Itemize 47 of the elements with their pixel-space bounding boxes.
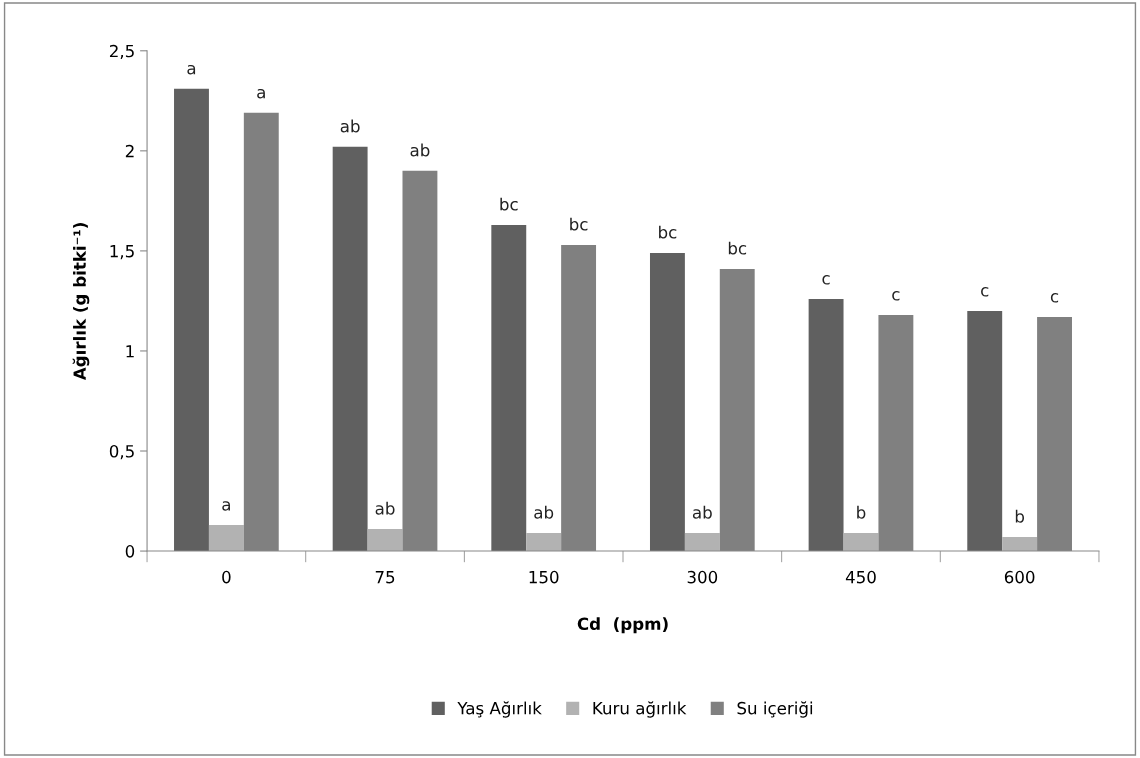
bar	[684, 533, 720, 552]
legend-label: Yaş Ağırlık	[457, 701, 542, 718]
data-label: ab	[410, 143, 430, 157]
y-tick-label: 0	[125, 545, 135, 558]
bar	[174, 88, 209, 552]
y-tick-label: 2,5	[109, 44, 134, 60]
x-tick-label: 0	[222, 570, 231, 584]
y-tick-label: 2	[125, 144, 134, 158]
data-label: b	[1015, 509, 1025, 523]
data-label: ab	[534, 505, 554, 519]
x-tick-label: 75	[375, 571, 395, 584]
data-label: ab	[340, 119, 360, 133]
x-axis-title: Cd (ppm)	[577, 617, 668, 634]
bar	[491, 224, 527, 552]
bar	[967, 310, 1003, 552]
y-tick-label: 1	[126, 345, 134, 358]
data-label: bc	[659, 225, 677, 239]
x-tick-label: 450	[845, 570, 876, 584]
data-label: a	[257, 88, 265, 99]
bar	[843, 533, 879, 552]
bar	[526, 533, 562, 552]
bar	[208, 525, 244, 552]
x-tick-label: 600	[1004, 570, 1035, 584]
legend-label: Su içeriği	[737, 701, 813, 718]
data-label: bc	[728, 241, 747, 255]
data-label: ab	[692, 505, 712, 519]
data-label: b	[857, 505, 866, 519]
bar	[808, 298, 844, 552]
data-label: c	[981, 287, 989, 297]
y-tick-label: 0,5	[109, 444, 134, 460]
y-axis-title: Ağırlık (g bitki⁻¹)	[72, 223, 90, 381]
bar	[367, 529, 403, 552]
data-label: ab	[375, 501, 395, 515]
bar	[1002, 537, 1038, 552]
data-label: a	[222, 501, 230, 511]
data-label: a	[187, 64, 196, 75]
y-tick-label: 1,5	[110, 245, 134, 260]
x-tick-label: 150	[529, 570, 559, 584]
data-label: bc	[500, 197, 518, 211]
bar	[649, 252, 685, 552]
data-label: c	[822, 275, 830, 285]
x-tick-label: 300	[687, 570, 718, 584]
legend-label: Kuru ağırlık	[593, 701, 687, 718]
data-label: c	[892, 291, 900, 301]
bar	[332, 146, 368, 552]
data-label: bc	[570, 217, 588, 231]
data-label: c	[1050, 293, 1059, 303]
